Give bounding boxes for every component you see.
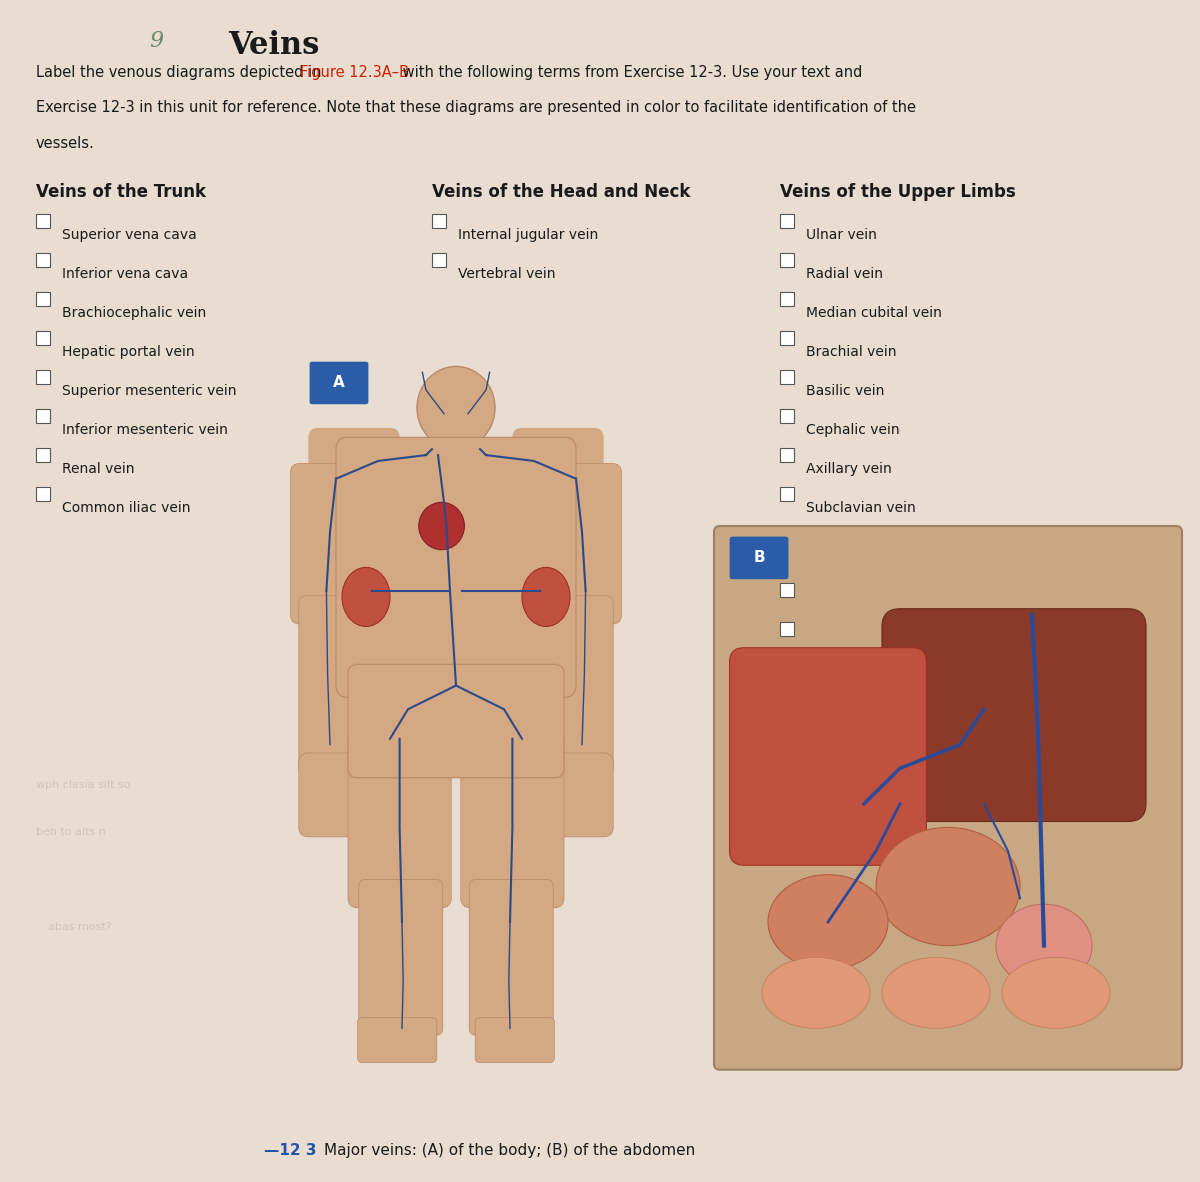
- Bar: [780, 253, 794, 267]
- Text: Label the venous diagrams depicted in: Label the venous diagrams depicted in: [36, 65, 326, 80]
- Bar: [780, 487, 794, 501]
- Bar: [780, 214, 794, 228]
- Text: Inferior vena cava: Inferior vena cava: [62, 267, 188, 281]
- Ellipse shape: [418, 366, 496, 449]
- Text: Veins of the Upper Limbs: Veins of the Upper Limbs: [780, 183, 1015, 201]
- Ellipse shape: [762, 957, 870, 1028]
- Bar: [36, 292, 50, 306]
- Text: Axillary vein: Axillary vein: [806, 462, 892, 476]
- Bar: [780, 292, 794, 306]
- Bar: [780, 583, 794, 597]
- FancyBboxPatch shape: [714, 526, 1182, 1070]
- Bar: [434, 408, 478, 455]
- Bar: [36, 370, 50, 384]
- Ellipse shape: [1002, 957, 1110, 1028]
- Text: Superior vena cava: Superior vena cava: [62, 228, 197, 242]
- Text: Internal jugular vein: Internal jugular vein: [458, 228, 599, 242]
- Text: Superior mesenteric vein: Superior mesenteric vein: [62, 384, 236, 398]
- Text: abas most?: abas most?: [48, 922, 112, 931]
- Text: Subclavian vein: Subclavian vein: [806, 501, 916, 515]
- Ellipse shape: [522, 567, 570, 626]
- Text: ben to alts n: ben to alts n: [36, 827, 106, 837]
- FancyBboxPatch shape: [461, 735, 564, 908]
- FancyBboxPatch shape: [469, 879, 553, 1035]
- Text: Major veins: (A) of the body; (B) of the abdomen: Major veins: (A) of the body; (B) of the…: [324, 1143, 695, 1158]
- FancyBboxPatch shape: [553, 596, 613, 775]
- Text: Brachiocephalic vein: Brachiocephalic vein: [62, 306, 206, 320]
- FancyBboxPatch shape: [730, 537, 788, 579]
- Bar: [780, 331, 794, 345]
- Bar: [36, 448, 50, 462]
- Text: Basilic vein: Basilic vein: [806, 384, 884, 398]
- Text: Great saphenous vein: Great saphenous vein: [806, 597, 959, 611]
- FancyBboxPatch shape: [348, 664, 564, 778]
- Bar: [780, 622, 794, 636]
- Text: Veins of the Trunk: Veins of the Trunk: [36, 183, 206, 201]
- Text: Veins of the Lower Limbs: Veins of the Lower Limbs: [780, 552, 1016, 570]
- Text: Brachial vein: Brachial vein: [806, 345, 896, 359]
- Bar: [432, 214, 446, 228]
- Text: Exercise 12-3 in this unit for reference. Note that these diagrams are presented: Exercise 12-3 in this unit for reference…: [36, 100, 916, 116]
- FancyBboxPatch shape: [299, 596, 359, 775]
- Text: Veins: Veins: [228, 30, 319, 60]
- FancyBboxPatch shape: [336, 437, 576, 697]
- Text: 9: 9: [149, 30, 163, 52]
- Text: Inferior mesenteric vein: Inferior mesenteric vein: [62, 423, 228, 437]
- Bar: [36, 409, 50, 423]
- Text: vessels.: vessels.: [36, 136, 95, 151]
- Ellipse shape: [876, 827, 1020, 946]
- FancyBboxPatch shape: [730, 648, 926, 865]
- Bar: [780, 409, 794, 423]
- Text: Veins of the Head and Neck: Veins of the Head and Neck: [432, 183, 690, 201]
- Bar: [780, 370, 794, 384]
- Ellipse shape: [768, 875, 888, 969]
- Bar: [36, 487, 50, 501]
- Text: Hepatic portal vein: Hepatic portal vein: [62, 345, 196, 359]
- FancyBboxPatch shape: [310, 362, 368, 404]
- Text: Cephalic vein: Cephalic vein: [806, 423, 900, 437]
- Ellipse shape: [419, 502, 464, 550]
- Text: Femoral vein: Femoral vein: [806, 636, 896, 650]
- Bar: [780, 661, 794, 675]
- Text: Ulnar vein: Ulnar vein: [806, 228, 877, 242]
- Text: A: A: [334, 376, 344, 390]
- FancyBboxPatch shape: [348, 735, 451, 908]
- Text: B: B: [754, 551, 764, 565]
- FancyBboxPatch shape: [358, 1018, 437, 1063]
- Text: Median cubital vein: Median cubital vein: [806, 306, 942, 320]
- Text: Renal vein: Renal vein: [62, 462, 134, 476]
- FancyBboxPatch shape: [308, 428, 400, 506]
- FancyBboxPatch shape: [552, 463, 622, 624]
- Text: wph clasia silt so: wph clasia silt so: [36, 780, 131, 790]
- Bar: [780, 448, 794, 462]
- Bar: [432, 253, 446, 267]
- Text: External iliac vein: External iliac vein: [806, 675, 930, 689]
- Ellipse shape: [996, 904, 1092, 987]
- Ellipse shape: [882, 957, 990, 1028]
- FancyBboxPatch shape: [359, 879, 443, 1035]
- FancyBboxPatch shape: [475, 1018, 554, 1063]
- FancyBboxPatch shape: [299, 753, 361, 837]
- Text: —12 3: —12 3: [264, 1143, 317, 1158]
- Text: Vertebral vein: Vertebral vein: [458, 267, 556, 281]
- Text: with the following terms from Exercise 12-3. Use your text and: with the following terms from Exercise 1…: [398, 65, 863, 80]
- Text: Radial vein: Radial vein: [806, 267, 883, 281]
- Bar: [36, 214, 50, 228]
- Bar: [36, 331, 50, 345]
- FancyBboxPatch shape: [512, 428, 604, 506]
- Ellipse shape: [342, 567, 390, 626]
- FancyBboxPatch shape: [882, 609, 1146, 821]
- Bar: [36, 253, 50, 267]
- FancyBboxPatch shape: [290, 463, 360, 624]
- FancyBboxPatch shape: [551, 753, 613, 837]
- Text: Common iliac vein: Common iliac vein: [62, 501, 191, 515]
- Text: Figure 12.3A–B: Figure 12.3A–B: [300, 65, 409, 80]
